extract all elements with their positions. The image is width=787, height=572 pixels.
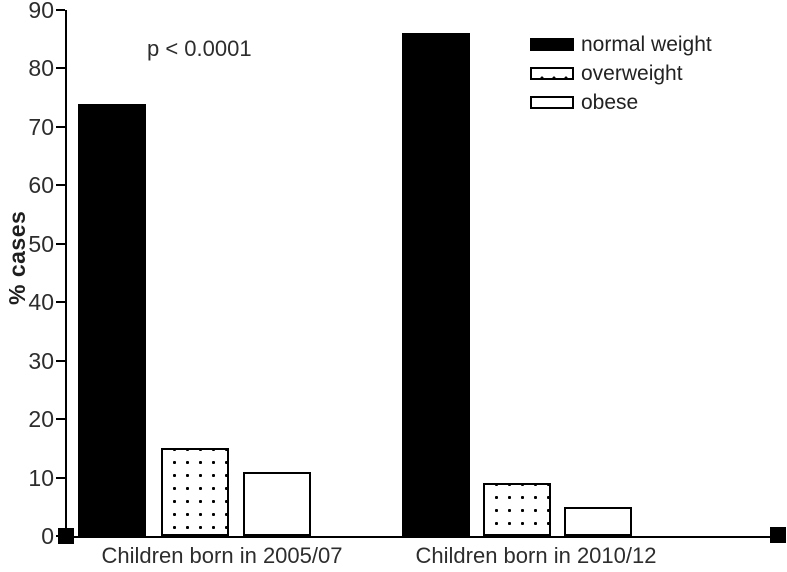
- y-tick-mark: [56, 184, 65, 187]
- y-tick-mark: [56, 125, 65, 128]
- bar-normal-weight-group2: [402, 33, 470, 536]
- bar-normal-weight-group1: [78, 103, 146, 536]
- x-axis-line: [65, 536, 786, 538]
- y-tick-mark: [56, 242, 65, 245]
- y-tick-mark: [56, 67, 65, 70]
- y-tick-label: 10: [28, 464, 54, 491]
- legend-row-normal-weight: normal weight: [530, 30, 712, 59]
- y-tick-mark: [56, 476, 65, 479]
- bar-obese-group2: [564, 506, 632, 536]
- y-tick-mark: [56, 359, 65, 362]
- y-tick-mark: [56, 418, 65, 421]
- legend-label: normal weight: [581, 32, 712, 56]
- legend-swatch-icon: [530, 96, 574, 109]
- y-tick-mark: [56, 9, 65, 11]
- y-tick-mark: [56, 301, 65, 304]
- legend-row-obese: obese: [530, 88, 712, 117]
- y-tick-label: 60: [28, 172, 54, 199]
- axis-end-marker-left: [58, 528, 74, 544]
- legend: normal weight overweight obese: [530, 30, 712, 117]
- y-tick-label: 0: [41, 523, 54, 549]
- legend-row-overweight: overweight: [530, 59, 712, 88]
- y-tick-label: 50: [28, 230, 54, 257]
- y-tick-label: 40: [28, 289, 54, 316]
- x-category-label: Children born in 2005/07: [101, 543, 343, 568]
- legend-label: obese: [581, 90, 639, 114]
- legend-swatch-icon: [530, 67, 574, 80]
- bar-overweight-group1: [161, 448, 229, 536]
- axis-end-marker-right: [770, 527, 786, 543]
- p-value-annotation: p < 0.0001: [147, 36, 252, 61]
- legend-swatch-icon: [530, 38, 574, 51]
- bar-obese-group1: [243, 471, 311, 536]
- bar-overweight-group2: [483, 483, 551, 536]
- x-category-label: Children born in 2010/12: [415, 543, 657, 568]
- y-tick-label: 20: [28, 406, 54, 433]
- y-tick-label: 90: [28, 0, 54, 23]
- y-tick-label: 70: [28, 113, 54, 140]
- legend-label: overweight: [581, 61, 683, 85]
- y-tick-label: 30: [28, 347, 54, 374]
- y-axis-line: [65, 10, 67, 538]
- y-tick-label: 80: [28, 55, 54, 82]
